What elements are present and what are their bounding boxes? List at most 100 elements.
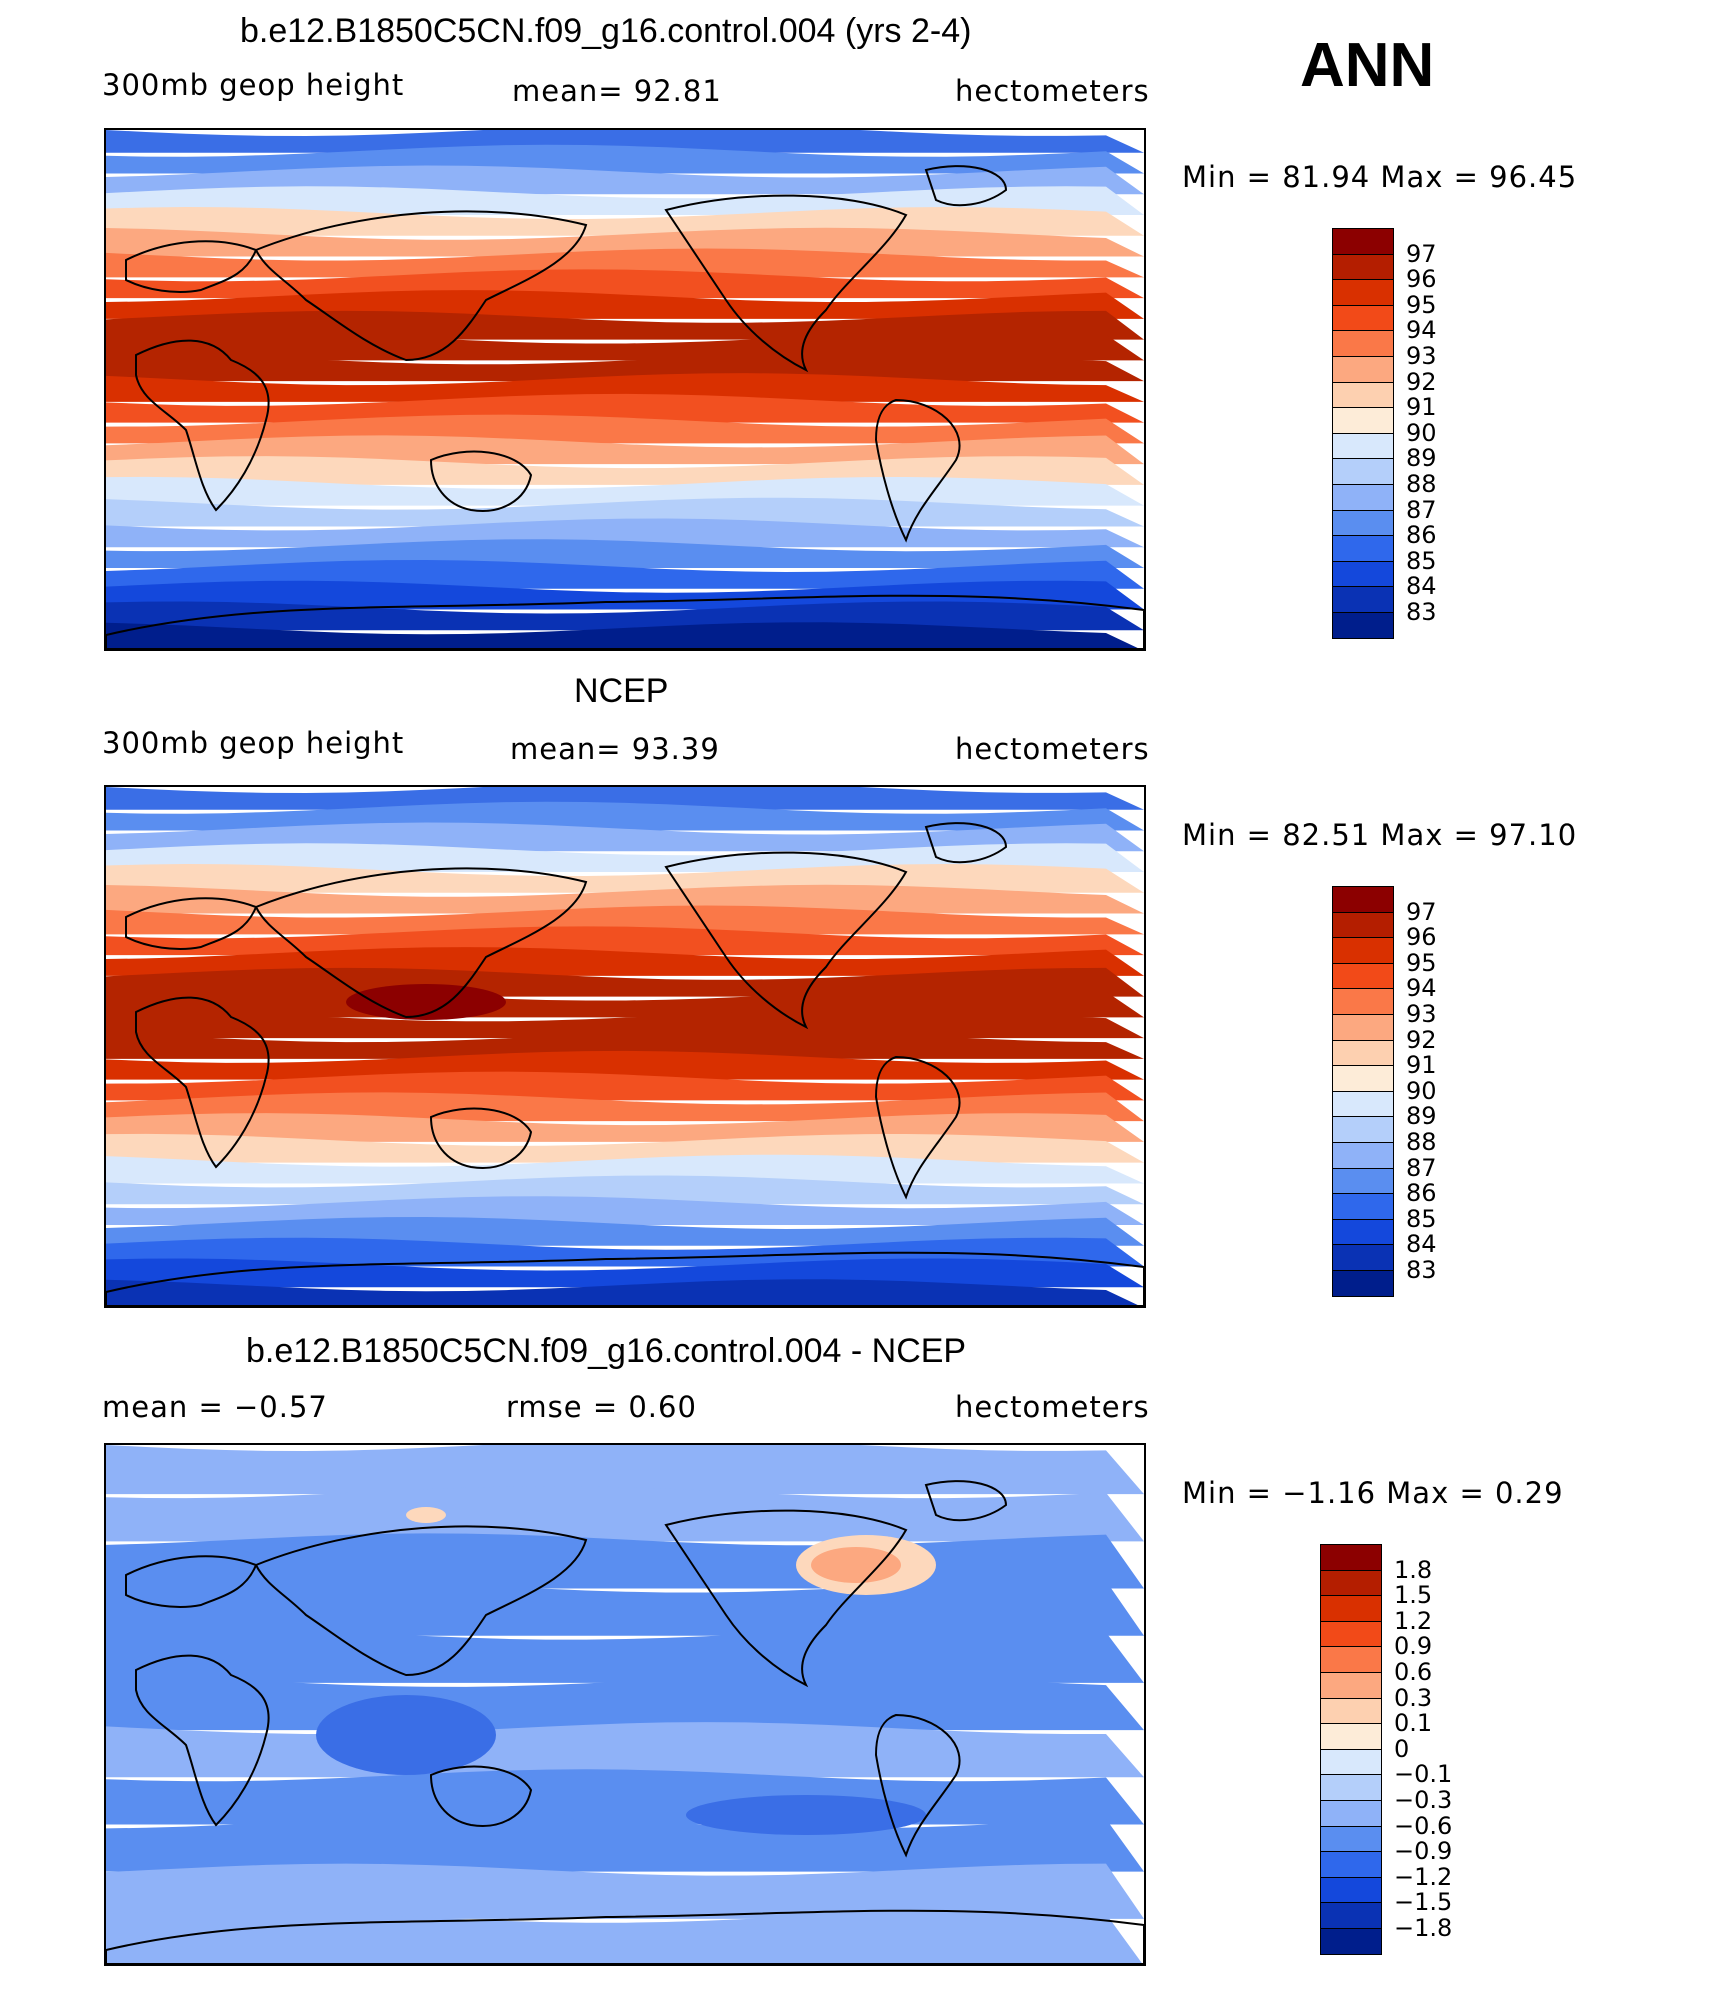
colorbar-level-label: 90 [1406,1076,1437,1105]
colorbar-swatch [1332,535,1394,562]
contour-band [106,269,1144,299]
coastline [106,594,1144,649]
colorbar-swatch [1332,560,1394,588]
colorbar-swatch [1332,1116,1394,1143]
colorbar-level-label: 96 [1406,923,1437,952]
colorbar-swatch [1332,458,1394,485]
colorbar-swatch [1332,228,1394,255]
coastline [106,1909,1144,1964]
colorbar-swatch [1332,911,1394,939]
colorbar-swatch [1320,1569,1382,1597]
colorbar-level-label: −0.6 [1394,1811,1453,1840]
coastline [924,165,1008,207]
colorbar-swatch [1332,1167,1394,1195]
contour-band [106,130,1144,153]
colorbar-swatch [1332,937,1394,964]
coastline [429,1107,533,1169]
coastline [125,240,258,293]
colorbar-level-label: 0.9 [1394,1632,1433,1661]
panel-diff-contour-field [106,1445,1144,1964]
contour-blob [316,1695,496,1775]
colorbar-level-label: −1.5 [1394,1888,1453,1917]
colorbar-swatch [1320,1800,1382,1827]
colorbar-swatch [1320,1544,1382,1571]
colorbar-level-label: 92 [1406,367,1437,396]
colorbar-swatch [1332,1244,1394,1271]
colorbar-level-label: 0 [1394,1734,1410,1763]
season-label: ANN [1300,31,1435,100]
colorbar-level-label: 95 [1406,290,1437,319]
colorbar-level-label: 1.2 [1394,1606,1433,1635]
coastline [135,1654,270,1827]
colorbar-level-label: 87 [1406,495,1437,524]
coastline [874,1713,961,1858]
coastline [664,194,908,373]
colorbar-level-label: 91 [1406,393,1437,422]
contour-blob [406,1507,446,1523]
contour-band [106,1154,1144,1184]
colorbar-level-label: 1.5 [1394,1581,1433,1610]
contour-blob [686,1795,926,1835]
contour-band [106,248,1144,278]
contour-band [106,1279,1140,1306]
contour-band [106,1175,1144,1205]
panel-diff-mean-label: mean = −0.57 [102,1390,328,1424]
colorbar-swatch [1332,381,1394,409]
panel-obs-contour-field [106,787,1144,1306]
colorbar-swatch [1332,988,1394,1015]
contour-band [106,801,1144,831]
coastline [254,867,588,1019]
contour-band [106,1258,1144,1288]
colorbar-swatch [1332,330,1394,357]
coastline [429,450,533,512]
contour-band [106,393,1144,423]
colorbar-swatch [1320,1825,1382,1853]
panel-model-title: b.e12.B1850C5CN.f09_g16.control.004 (yrs… [240,12,972,50]
contour-band [106,1030,1144,1059]
colorbar-swatch [1320,1595,1382,1622]
colorbar-level-label: −0.9 [1394,1837,1453,1866]
panel-model-units-label: hectometers [955,74,1150,108]
colorbar-level-label: 83 [1406,1256,1437,1284]
colorbar-level-label: 84 [1406,572,1437,601]
colorbar-level-label: 85 [1406,1204,1437,1233]
colorbar-level-label: 89 [1406,444,1437,473]
contour-band [106,497,1144,527]
colorbar-swatch [1332,279,1394,306]
panel-obs-map [104,785,1146,1308]
colorbar-level-label: −0.3 [1394,1786,1453,1814]
panel-obs-variable-label: 300mb geop height [102,726,405,760]
contour-band [106,373,1144,402]
colorbar-level-label: 89 [1406,1102,1437,1131]
coastline [254,1525,588,1677]
panel-diff-title: b.e12.B1850C5CN.f09_g16.control.004 - NC… [246,1332,967,1370]
coastline [429,1765,533,1827]
coastline [664,1509,908,1688]
coastline [924,822,1008,864]
coastline [254,210,588,362]
colorbar-level-label: 0.6 [1394,1658,1433,1686]
colorbar-level-label: 96 [1406,265,1437,294]
colorbar-swatch [1320,1876,1382,1904]
colorbar-swatch [1332,586,1394,613]
contour-blob [336,1800,576,1850]
colorbar-level-label: 97 [1406,897,1437,926]
colorbar-swatch [1320,1646,1382,1673]
coastline [125,1555,258,1608]
coastline [874,398,961,543]
panel-diff-units-label: hectometers [955,1390,1150,1424]
colorbar-level-label: 94 [1406,974,1437,1003]
panel-model-mean-label: mean= 92.81 [512,74,722,108]
colorbar-level-label: 85 [1406,546,1437,575]
colorbar-swatch [1332,886,1394,913]
panel-obs-mean-label: mean= 93.39 [510,732,720,766]
colorbar-level-label: 86 [1406,1179,1437,1208]
colorbar-swatch [1332,1065,1394,1092]
colorbar-swatch [1332,253,1394,281]
colorbar-swatch [1320,1928,1382,1955]
coastline [924,1480,1008,1522]
colorbar-level-label: 1.8 [1394,1555,1433,1584]
coastline [874,1055,961,1200]
colorbar-level-label: 95 [1406,948,1437,977]
colorbar-swatch [1332,1142,1394,1169]
